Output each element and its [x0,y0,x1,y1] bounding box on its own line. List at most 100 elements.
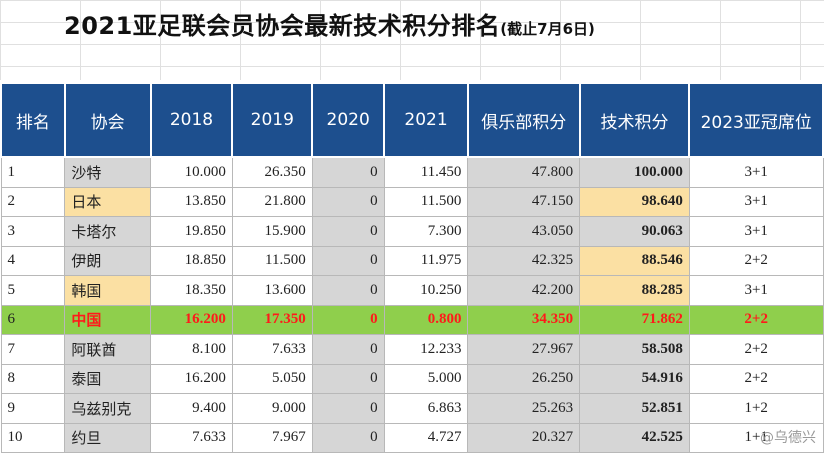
cell-2020: 0 [311,304,385,335]
cell-2020: 0 [311,245,385,276]
acl-slots-cell: 3+1 [688,275,824,306]
technical-points-cell: 54.916 [579,363,690,394]
header-rank[interactable]: 排名 [0,82,66,158]
cell-2018: 8.100 [150,334,233,365]
cell-2019: 7.967 [231,422,313,453]
header-2019[interactable]: 2019 [231,82,314,158]
rank-cell: 5 [0,275,66,306]
technical-points-cell: 88.285 [579,275,690,306]
cell-2019: 11.500 [231,245,313,276]
header-2018[interactable]: 2018 [149,82,234,158]
club-points-cell: 25.263 [467,393,581,424]
header-association[interactable]: 协会 [63,82,152,158]
rank-cell: 10 [0,422,66,453]
technical-points-cell: 100.000 [579,156,690,188]
spreadsheet-grid [0,0,824,80]
acl-slots-cell: 3+1 [688,156,824,188]
cell-2019: 5.050 [231,363,313,394]
ranking-table: 排名 协会 2018 2019 2020 2021 俱乐部积分 技术积分 202… [0,82,824,453]
technical-points-cell: 98.640 [579,186,690,217]
technical-points-cell: 88.546 [579,245,690,276]
cell-2021: 11.450 [383,156,469,188]
association-cell: 乌兹别克 [64,393,152,424]
club-points-cell: 26.250 [467,363,581,394]
rank-cell: 6 [0,304,66,335]
acl-slots-cell: 1+2 [688,393,824,424]
technical-points-cell: 58.508 [579,334,690,365]
cell-2018: 18.850 [150,245,233,276]
table-row: 3 卡塔尔 19.850 15.900 0 7.300 43.050 90.063 3+1 [0,216,824,247]
club-points-cell: 43.050 [467,216,581,247]
association-cell: 约旦 [64,422,152,453]
cell-2018: 18.350 [150,275,233,306]
header-2021[interactable]: 2021 [383,82,469,158]
club-points-cell: 27.967 [467,334,581,365]
cell-2021: 7.300 [383,216,469,247]
header-acl-slots[interactable]: 2023亚冠席位 [688,82,824,158]
cell-2019: 7.633 [231,334,313,365]
club-points-cell: 42.325 [467,245,581,276]
technical-points-cell: 42.525 [579,422,690,453]
cell-2020: 0 [311,393,385,424]
table-row: 2 日本 13.850 21.800 0 11.500 47.150 98.640 3+1 [0,186,824,217]
cell-2021: 5.000 [383,363,469,394]
association-cell: 日本 [64,186,152,217]
cell-2020: 0 [311,334,385,365]
cell-2019: 17.350 [231,304,313,335]
association-cell: 卡塔尔 [64,216,152,247]
header-2020[interactable]: 2020 [311,82,386,158]
association-cell: 中国 [64,304,152,335]
table-row: 6 中国 16.200 17.350 0 0.800 34.350 71.862 2+2 [0,304,824,335]
cell-2021: 6.863 [383,393,469,424]
header-club-points[interactable]: 俱乐部积分 [466,82,581,158]
table-row: 9 乌兹别克 9.400 9.000 0 6.863 25.263 52.851 1+2 [0,393,824,424]
acl-slots-cell: 2+2 [688,245,824,276]
cell-2020: 0 [311,422,385,453]
cell-2021: 10.250 [383,275,469,306]
club-points-cell: 47.800 [467,156,581,188]
table-header-row: 排名 协会 2018 2019 2020 2021 俱乐部积分 技术积分 202… [0,82,824,158]
table-row: 7 阿联酋 8.100 7.633 0 12.233 27.967 58.508 2+2 [0,334,824,365]
cell-2018: 19.850 [150,216,233,247]
cell-2020: 0 [311,363,385,394]
cell-2019: 26.350 [231,156,313,188]
club-points-cell: 47.150 [467,186,581,217]
cell-2018: 13.850 [150,186,233,217]
table-row: 10 约旦 7.633 7.967 0 4.727 20.327 42.525 1+1 [0,422,824,453]
rank-cell: 9 [0,393,66,424]
acl-slots-cell: 2+2 [688,363,824,394]
rank-cell: 7 [0,334,66,365]
cell-2021: 4.727 [383,422,469,453]
cell-2020: 0 [311,156,385,188]
cell-2021: 11.975 [383,245,469,276]
acl-slots-cell: 2+2 [688,304,824,335]
cell-2021: 0.800 [383,304,469,335]
cell-2020: 0 [311,186,385,217]
association-cell: 韩国 [64,275,152,306]
rank-cell: 8 [0,363,66,394]
table-row: 8 泰国 16.200 5.050 0 5.000 26.250 54.916 2+2 [0,363,824,394]
association-cell: 阿联酋 [64,334,152,365]
header-technical-points[interactable]: 技术积分 [578,82,691,158]
cell-2019: 9.000 [231,393,313,424]
association-cell: 伊朗 [64,245,152,276]
cell-2018: 16.200 [150,304,233,335]
acl-slots-cell: 3+1 [688,216,824,247]
page-title: 2021亚足联会员协会最新技术积分排名(截止7月6日) [64,6,595,41]
cell-2021: 11.500 [383,186,469,217]
cell-2020: 0 [311,216,385,247]
rank-cell: 3 [0,216,66,247]
cell-2018: 16.200 [150,363,233,394]
acl-slots-cell: 3+1 [688,186,824,217]
cell-2019: 21.800 [231,186,313,217]
title-note: (截止7月6日) [500,20,595,38]
rank-cell: 4 [0,245,66,276]
table-row: 5 韩国 18.350 13.600 0 10.250 42.200 88.285 3+1 [0,275,824,306]
table-row: 1 沙特 10.000 26.350 0 11.450 47.800 100.000 3+1 [0,156,824,188]
technical-points-cell: 71.862 [579,304,690,335]
cell-2018: 10.000 [150,156,233,188]
association-cell: 沙特 [64,156,152,188]
cell-2020: 0 [311,275,385,306]
cell-2019: 15.900 [231,216,313,247]
cell-2019: 13.600 [231,275,313,306]
